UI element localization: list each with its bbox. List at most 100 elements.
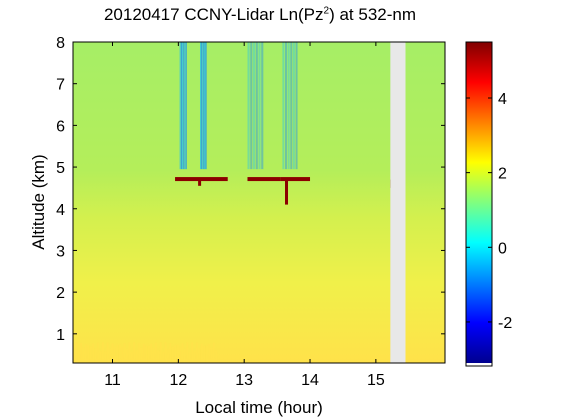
boundary-layer-cell (106, 342, 109, 363)
x-tick-label: 13 (235, 372, 253, 389)
colorbar (466, 42, 492, 363)
boundary-layer-cell (198, 348, 201, 363)
boundary-layer-cell (167, 349, 169, 363)
x-tick-label: 15 (367, 372, 385, 389)
plot-area (73, 42, 445, 363)
boundary-layer-cell (213, 342, 215, 363)
x-tick-label: 11 (104, 372, 121, 389)
boundary-layer-cell (128, 342, 131, 363)
y-tick-label: 4 (56, 202, 65, 219)
boundary-layer-cell (208, 344, 210, 363)
boundary-layer-cell (133, 342, 136, 363)
boundary-layer-cell (101, 342, 104, 363)
boundary-layer-cell (138, 342, 140, 363)
colorbar-frame (465, 41, 493, 367)
cloud-segment (247, 177, 281, 182)
y-tick-label: 5 (56, 160, 65, 177)
boundary-layer-cell (159, 342, 162, 363)
y-tick-label: 1 (56, 327, 65, 344)
boundary-layer-cell (147, 345, 150, 363)
boundary-layer-cell (99, 351, 102, 363)
cloud-fallstreak (285, 179, 289, 205)
boundary-layer-cell (94, 348, 97, 363)
colorbar-tick-label: 2 (498, 166, 507, 183)
boundary-layer-cell (215, 350, 218, 363)
clear-column-band (203, 42, 205, 170)
boundary-layer-cell (85, 344, 87, 363)
boundary-layer-cell (157, 350, 160, 363)
boundary-layer-cell (176, 344, 179, 363)
boundary-layer-cell (181, 343, 184, 363)
boundary-layer-cell (203, 345, 206, 363)
plot-frame (72, 41, 446, 364)
cloud-segment (280, 177, 311, 182)
clear-column-band (185, 42, 187, 170)
cloud-fallstreak (198, 179, 202, 186)
boundary-layer-cell (73, 352, 75, 363)
boundary-layer-cell (171, 346, 174, 363)
clear-column-band (200, 42, 202, 170)
clear-column-band (202, 42, 204, 170)
clear-column-band (261, 42, 264, 170)
boundary-layer-cell (150, 343, 152, 363)
boundary-layer-cell (114, 346, 116, 363)
boundary-layer-cell (162, 351, 165, 363)
clear-column-band (287, 42, 290, 170)
boundary-layer-cell (75, 342, 78, 363)
colorbar-tick-label: 4 (498, 91, 507, 108)
y-tick-label: 6 (56, 118, 65, 135)
x-tick-label: 14 (301, 372, 319, 389)
clear-column-band (201, 42, 203, 170)
clear-column-band (295, 42, 298, 170)
clear-column-band (258, 42, 261, 170)
boundary-layer-cell (80, 342, 82, 363)
y-tick-label: 8 (56, 35, 65, 52)
boundary-layer-cell (140, 347, 143, 363)
boundary-layer-cell (179, 346, 181, 363)
boundary-layer-cell (193, 350, 196, 363)
boundary-layer-cell (89, 346, 92, 363)
clear-column-band (179, 42, 181, 170)
clear-column-band (247, 42, 250, 170)
clear-column-band (292, 42, 295, 170)
boundary-layer-cell (191, 342, 193, 363)
boundary-layer-cell (116, 344, 119, 363)
boundary-layer-cell (155, 342, 157, 363)
boundary-layer-cell (152, 348, 155, 363)
x-axis-label: Local time (hour) (195, 398, 323, 417)
boundary-layer-cell (87, 345, 90, 363)
boundary-layer-cell (186, 342, 189, 363)
cloud-segment (175, 177, 228, 182)
clear-column-band (250, 42, 253, 170)
boundary-layer-cell (210, 347, 213, 363)
chart-title: 20120417 CCNY-Lidar Ln(Pz2) at 532-nm (103, 5, 417, 24)
clear-column-band (184, 42, 186, 170)
boundary-layer-cell (82, 347, 85, 363)
boundary-layer-cell (145, 345, 148, 363)
clear-column-band (183, 42, 185, 170)
boundary-layer-cell (126, 349, 128, 363)
boundary-layer-cell (196, 342, 198, 363)
boundary-layer-cell (109, 348, 111, 363)
y-tick-label: 7 (56, 77, 65, 94)
colorbar-tick-label: 0 (498, 240, 507, 257)
boundary-layer-cell (169, 343, 172, 363)
boundary-layer-cell (92, 343, 95, 363)
boundary-layer-cell (130, 352, 133, 363)
clear-column-band (282, 42, 285, 170)
y-tick-label: 2 (56, 285, 65, 302)
clear-column-band (205, 42, 207, 170)
data-gap (390, 42, 406, 363)
x-tick-label: 12 (169, 372, 187, 389)
boundary-layer-cell (97, 342, 99, 363)
clear-column-band (204, 42, 206, 170)
boundary-layer-cell (121, 347, 123, 363)
boundary-layer-cell (104, 351, 107, 363)
clear-column-band (182, 42, 184, 170)
colorbar-tick-label: -2 (498, 315, 512, 332)
boundary-layer-cell (205, 345, 208, 363)
clear-column-band (290, 42, 293, 170)
boundary-layer-cell (174, 344, 177, 363)
clear-column-band (180, 42, 182, 170)
boundary-layer-cell (188, 351, 191, 363)
